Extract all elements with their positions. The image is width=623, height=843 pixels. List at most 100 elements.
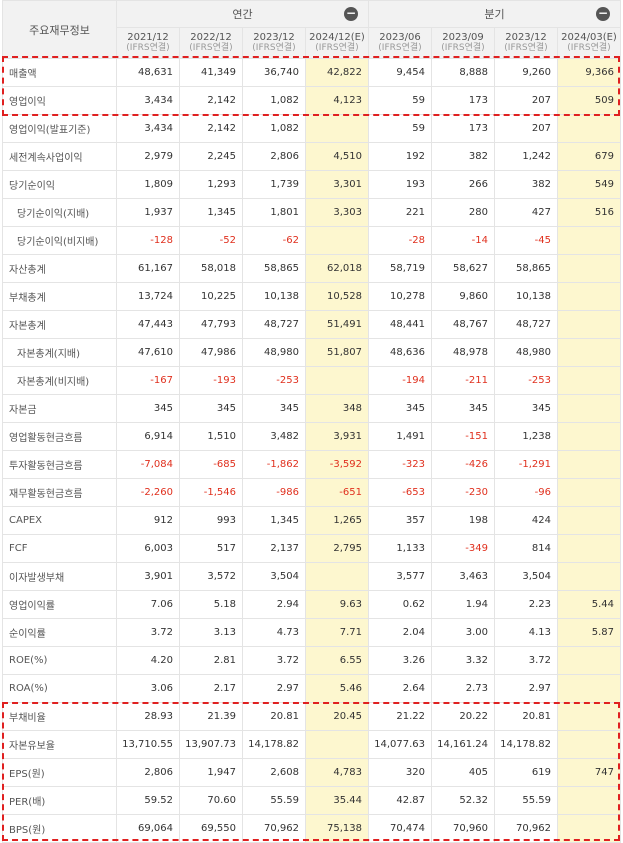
value-cell: 2,137 [242, 534, 306, 563]
value-cell: 2.23 [494, 590, 558, 619]
value-cell [557, 366, 621, 395]
value-cell [557, 114, 621, 143]
value-cell: 5.18 [179, 590, 243, 619]
value-cell: 2,142 [179, 86, 243, 115]
period-header: 2023/12 (IFRS연결) [242, 27, 306, 59]
row-label[interactable]: CAPEX [2, 506, 117, 535]
value-cell: 20.81 [494, 702, 558, 731]
value-cell: 3.26 [368, 646, 432, 675]
value-cell: 10,138 [494, 282, 558, 311]
value-cell: -986 [242, 478, 306, 507]
value-cell: 9,366 [557, 58, 621, 87]
row-label[interactable]: 투자활동현금흐름 [2, 450, 117, 479]
value-cell: 47,793 [179, 310, 243, 339]
row-label[interactable]: 자본금 [2, 394, 117, 423]
value-cell: 58,627 [431, 254, 495, 283]
row-label[interactable]: 당기순이익(비지배) [2, 226, 117, 255]
value-cell: 58,719 [368, 254, 432, 283]
row-label[interactable]: ROE(%) [2, 646, 117, 675]
value-cell: 198 [431, 506, 495, 535]
row-label[interactable]: 매출액 [2, 58, 117, 87]
value-cell: 280 [431, 198, 495, 227]
value-cell: 173 [431, 114, 495, 143]
row-label[interactable]: PER(배) [2, 786, 117, 815]
table-row: 부채비율 28.93 21.39 20.81 20.45 21.22 20.22 20.81 [2, 702, 621, 731]
table-row: 재무활동현금흐름 -2,260 -1,546 -986 -651 -653 -230 -96 [2, 478, 621, 507]
row-label[interactable]: 세전계속사업이익 [2, 142, 117, 171]
row-label[interactable]: 자본총계(비지배) [2, 366, 117, 395]
value-cell: 2.17 [179, 674, 243, 703]
row-label[interactable]: 당기순이익 [2, 170, 117, 199]
value-cell: 207 [494, 86, 558, 115]
collapse-annual-icon[interactable]: − [344, 6, 358, 21]
value-cell: 1,293 [179, 170, 243, 199]
value-cell: 2,979 [116, 142, 180, 171]
value-cell: 517 [179, 534, 243, 563]
period-basis: (IFRS연결) [378, 43, 422, 53]
value-cell: 3,572 [179, 562, 243, 591]
row-label[interactable]: EPS(원) [2, 758, 117, 787]
row-label[interactable]: 자산총계 [2, 254, 117, 283]
period-header: 2024/03(E) (IFRS연결) [557, 27, 621, 59]
row-label[interactable]: 순이익률 [2, 618, 117, 647]
value-cell: 1,082 [242, 114, 306, 143]
row-label[interactable]: 영업이익(발표기준) [2, 114, 117, 143]
value-cell: 221 [368, 198, 432, 227]
value-cell: 55.59 [494, 786, 558, 815]
value-cell: 70,962 [494, 814, 558, 843]
value-cell: 9,260 [494, 58, 558, 87]
row-label[interactable]: 영업활동현금흐름 [2, 422, 117, 451]
value-cell: 3,434 [116, 114, 180, 143]
row-label[interactable]: 당기순이익(지배) [2, 198, 117, 227]
table-row: 영업이익 3,434 2,142 1,082 4,123 59 173 207 509 [2, 86, 621, 115]
period-header: 2023/09 (IFRS연결) [431, 27, 495, 59]
table-row: 순이익률 3.72 3.13 4.73 7.71 2.04 3.00 4.13 5.87 [2, 618, 621, 647]
row-label[interactable]: FCF [2, 534, 117, 563]
table-row: 자본금 345 345 345 348 345 345 345 [2, 394, 621, 423]
value-cell [557, 282, 621, 311]
value-cell: 747 [557, 758, 621, 787]
row-label[interactable]: 이자발생부채 [2, 562, 117, 591]
value-cell: 51,491 [305, 310, 369, 339]
value-cell: -14 [431, 226, 495, 255]
value-cell: 5.46 [305, 674, 369, 703]
value-cell: 69,550 [179, 814, 243, 843]
value-cell: 3,901 [116, 562, 180, 591]
row-label[interactable]: 부채총계 [2, 282, 117, 311]
value-cell: 2.04 [368, 618, 432, 647]
row-label[interactable]: 자본총계 [2, 310, 117, 339]
row-label[interactable]: 자본유보율 [2, 730, 117, 759]
period-label: 2021/12 [127, 32, 169, 43]
row-label[interactable]: 재무활동현금흐름 [2, 478, 117, 507]
value-cell: 3.13 [179, 618, 243, 647]
value-cell: 173 [431, 86, 495, 115]
value-cell: 10,225 [179, 282, 243, 311]
value-cell: -349 [431, 534, 495, 563]
table-row: BPS(원) 69,064 69,550 70,962 75,138 70,474 70,9… [2, 814, 621, 843]
row-label[interactable]: 자본총계(지배) [2, 338, 117, 367]
value-cell: 207 [494, 114, 558, 143]
value-cell: 58,865 [494, 254, 558, 283]
collapse-quarter-icon[interactable]: − [596, 6, 610, 21]
value-cell: 2.97 [494, 674, 558, 703]
table-row: 이자발생부채 3,901 3,572 3,504 3,577 3,463 3,504 [2, 562, 621, 591]
row-label[interactable]: BPS(원) [2, 814, 117, 843]
value-cell: 1,133 [368, 534, 432, 563]
value-cell [305, 730, 369, 759]
value-cell: 4,123 [305, 86, 369, 115]
value-cell: 10,138 [242, 282, 306, 311]
row-label[interactable]: 영업이익 [2, 86, 117, 115]
row-label[interactable]: 영업이익률 [2, 590, 117, 619]
value-cell: -151 [431, 422, 495, 451]
value-cell: 266 [431, 170, 495, 199]
value-cell: 2,608 [242, 758, 306, 787]
value-cell: 14,178.82 [494, 730, 558, 759]
value-cell [557, 422, 621, 451]
row-label[interactable]: 부채비율 [2, 702, 117, 731]
period-label: 2023/12 [253, 32, 295, 43]
period-header: 2023/12 (IFRS연결) [494, 27, 558, 59]
value-cell: 58,865 [242, 254, 306, 283]
row-label[interactable]: ROA(%) [2, 674, 117, 703]
